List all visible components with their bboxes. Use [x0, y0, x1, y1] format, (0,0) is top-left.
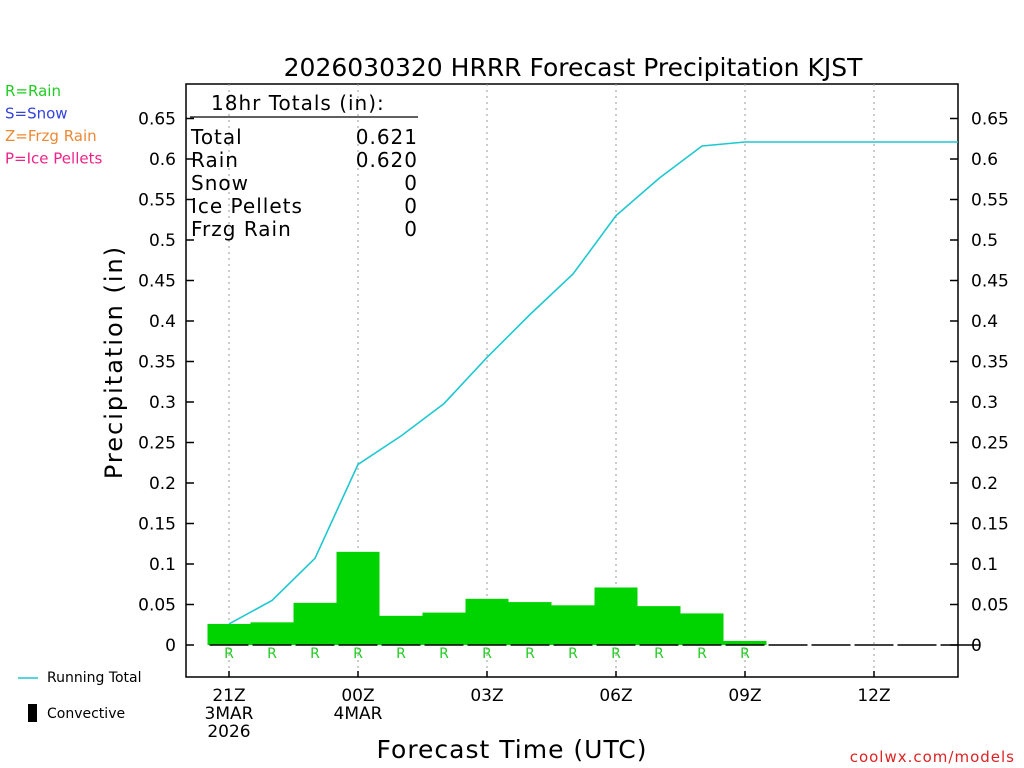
y-tick-label-right: 0.35 [971, 353, 1009, 373]
precip-bar [422, 612, 466, 645]
type-legend-item: Z=Frzg Rain [5, 127, 97, 145]
series-legend-label: Convective [47, 706, 125, 722]
precip-bar [551, 605, 595, 645]
series-legend-label: Running Total [47, 670, 142, 686]
totals-row-label: Rain [191, 148, 239, 172]
y-tick-label-left: 0.3 [149, 393, 176, 413]
precip-type-mark: R [611, 646, 621, 662]
precip-bar [379, 615, 423, 645]
series-legend: Running Total Convective [18, 670, 142, 722]
totals-row-value: 0.621 [356, 125, 418, 149]
x-axis-title: Forecast Time (UTC) [377, 735, 648, 764]
y-tick-label-right: 0.6 [971, 150, 998, 170]
y-tick-label-left: 0.5 [149, 231, 176, 251]
precip-type-legend: R=Rain S=Snow Z=Frzg Rain P=Ice Pellets [5, 82, 102, 168]
x-tick-label: 12Z [857, 686, 890, 706]
y-tick-label-left: 0.6 [149, 150, 176, 170]
precip-type-mark: R [654, 646, 664, 662]
type-legend-item: R=Rain [5, 82, 61, 100]
y-tick-label-right: 0.45 [971, 272, 1009, 292]
totals-row-value: 0 [404, 217, 418, 241]
precip-type-mark: R [396, 646, 406, 662]
precip-bar [207, 623, 251, 645]
y-tick-label-right: 0.4 [971, 312, 998, 332]
precip-type-mark: R [439, 646, 449, 662]
y-tick-label-left: 0.65 [138, 110, 176, 130]
y-tick-label-left: 0.05 [138, 596, 176, 616]
totals-box: 18hr Totals (in): Total 0.621 Rain 0.620 Snow… [190, 91, 418, 241]
y-axis-left: 0 0.05 0.1 0.15 0.2 0.25 0.3 0.35 0.4 0.45 0.5 0.55… [138, 110, 194, 656]
y-axis-title: Precipitation (in) [100, 245, 128, 479]
precip-type-mark: R [697, 646, 707, 662]
y-tick-label-right: 0.55 [971, 191, 1009, 211]
y-tick-label-left: 0.25 [138, 434, 176, 454]
totals-heading: 18hr Totals (in): [211, 91, 385, 115]
x-tick-label: 09Z [728, 686, 761, 706]
precip-type-mark: R [568, 646, 578, 662]
precip-type-mark: R [310, 646, 320, 662]
precip-bar [637, 606, 681, 645]
y-tick-label-left: 0.35 [138, 353, 176, 373]
x-grid [228, 84, 875, 677]
precip-bar [508, 602, 552, 645]
x-tick-label: 4MAR [334, 704, 383, 724]
credit-text: coolwx.com/models [850, 748, 1015, 766]
plot-frame [185, 83, 959, 678]
y-tick-label-right: 0.65 [971, 110, 1009, 130]
y-tick-label-right: 0.1 [971, 555, 998, 575]
y-tick-label-left: 0.55 [138, 191, 176, 211]
precip-bar [594, 587, 638, 645]
precip-type-mark: R [224, 646, 234, 662]
y-tick-label-left: 0.4 [149, 312, 176, 332]
x-tick-label: 00Z [341, 686, 374, 706]
running-total-line [228, 141, 958, 625]
totals-row-value: 0.620 [356, 148, 418, 172]
totals-row-label: Ice Pellets [191, 194, 303, 218]
y-tick-label-left: 0.2 [149, 474, 176, 494]
precip-bar [723, 640, 767, 645]
y-tick-label-left: 0.15 [138, 515, 176, 535]
type-legend-item: P=Ice Pellets [5, 150, 102, 168]
precip-bar [336, 551, 380, 645]
y-tick-label-right: 0.25 [971, 434, 1009, 454]
totals-row-value: 0 [404, 194, 418, 218]
precip-bar [465, 598, 509, 645]
y-tick-label-left: 0 [165, 636, 176, 656]
y-tick-label-right: 0.2 [971, 474, 998, 494]
x-tick-label: 2026 [207, 722, 250, 742]
totals-row-label: Snow [191, 171, 249, 195]
type-legend-item: S=Snow [5, 105, 68, 123]
y-tick-label-right: 0.5 [971, 231, 998, 251]
convective-legend-swatch [28, 704, 37, 722]
y-tick-label-right: 0.15 [971, 515, 1009, 535]
precip-type-mark: R [482, 646, 492, 662]
precip-type-mark: R [740, 646, 750, 662]
precip-bar [250, 622, 294, 645]
y-tick-label-right: 0 [971, 636, 982, 656]
totals-row-value: 0 [404, 171, 418, 195]
precip-type-mark: R [525, 646, 535, 662]
y-tick-label-left: 0.1 [149, 555, 176, 575]
totals-row-label: Frzg Rain [191, 217, 292, 241]
y-tick-label-left: 0.45 [138, 272, 176, 292]
chart-title: 2026030320 HRRR Forecast Precipitation K… [284, 53, 863, 82]
y-axis-right: 0 0.05 0.1 0.15 0.2 0.25 0.3 0.35 0.4 0.45 0.5 0.55… [950, 110, 1009, 656]
x-tick-label: 3MAR [205, 704, 254, 724]
y-tick-label-right: 0.05 [971, 596, 1009, 616]
precip-bar [293, 602, 337, 645]
x-tick-label: 03Z [470, 686, 503, 706]
precip-type-mark: R [353, 646, 363, 662]
x-tick-label: 21Z [212, 686, 245, 706]
y-tick-label-right: 0.3 [971, 393, 998, 413]
precip-bar [680, 613, 724, 645]
hourly-bars [207, 551, 980, 646]
x-tick-label: 06Z [599, 686, 632, 706]
totals-row-label: Total [190, 125, 243, 149]
precip-type-mark: R [267, 646, 277, 662]
